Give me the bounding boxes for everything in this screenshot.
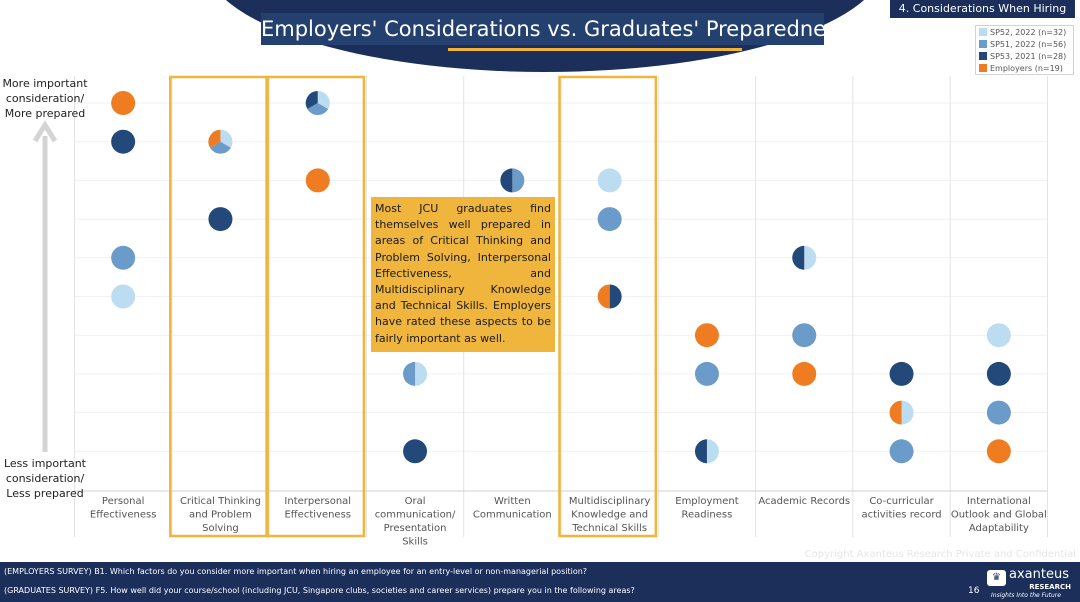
point-sp51-slice (307, 103, 329, 115)
point-sp52 (111, 284, 136, 309)
copyright-notice: Copyright Axanteus Research Private and … (804, 549, 1076, 560)
highlight-box (558, 75, 658, 538)
page-title: Employers' Considerations vs. Graduates'… (261, 13, 848, 45)
category-label: Interpersonal Effectiveness (284, 496, 351, 521)
point-employers (986, 439, 1011, 464)
category-label: International Outlook and Global Adaptabil… (951, 496, 1047, 534)
legend-item-sp53: SP53, 2021 (n=28) (979, 51, 1066, 63)
y-axis-bottom-label: Less important consideration/ Less prepa… (3, 457, 86, 500)
point-sp52-slice (220, 129, 233, 148)
footer-employers-question: (EMPLOYERS SURVEY) B1. Which factors do … (4, 567, 588, 576)
category-label: Written Communication (473, 496, 552, 521)
point-employers (305, 168, 330, 193)
point-sp51 (889, 439, 914, 464)
lion-logo-icon: ♛ (987, 570, 1006, 586)
point-sp52 (986, 323, 1011, 348)
point-sp53 (889, 361, 914, 386)
category-label: Employment Readiness (675, 496, 738, 521)
category-label: Personal Effectiveness (90, 496, 157, 521)
point-employers-slice (889, 400, 902, 425)
point-employers (694, 323, 719, 348)
brand-subtitle: RESEARCH (1029, 583, 1071, 591)
annotation-callout: Most JCU graduates find themselves well … (371, 197, 555, 352)
point-sp53-slice (609, 284, 622, 309)
page-number: 16 (968, 586, 980, 596)
legend-label-sp51: SP51, 2022 (n=56) (990, 40, 1067, 49)
brand-tagline: Insights Into the Future (991, 592, 1061, 599)
point-sp51 (792, 323, 817, 348)
point-sp53-slice (305, 91, 318, 109)
category-label: Co-curricular activities record (861, 496, 941, 521)
point-sp53 (111, 129, 136, 154)
category-label: Multidisciplinary Knowledge and Technical … (569, 496, 651, 534)
legend-label-employers: Employers (n=19) (990, 64, 1063, 73)
footer-bar: (EMPLOYERS SURVEY) B1. Which factors do … (0, 562, 1080, 602)
point-sp53 (208, 207, 233, 232)
legend-swatch-sp53 (979, 52, 987, 60)
legend-label-sp53: SP53, 2021 (n=28) (990, 52, 1067, 61)
point-sp53-slice (500, 168, 513, 193)
point-sp51-slice (512, 168, 525, 193)
point-employers (111, 91, 136, 115)
legend-swatch-employers (979, 64, 987, 72)
y-axis-top-label: More important consideration/ More prepa… (2, 77, 88, 120)
highlight-box (266, 75, 366, 538)
legend-item-sp52: SP52, 2022 (n=32) (979, 27, 1066, 39)
category-label: Oral communication/Presentation Skills (375, 496, 456, 548)
point-sp51 (597, 207, 622, 232)
point-sp53 (403, 439, 428, 464)
point-sp52-slice (804, 245, 817, 270)
legend-item-employers: Employers (n=19) (979, 63, 1063, 75)
legend-item-sp51: SP51, 2022 (n=56) (979, 39, 1066, 51)
point-sp52-slice (706, 439, 719, 464)
point-employers (792, 361, 817, 386)
chart-legend: SP52, 2022 (n=32) SP51, 2022 (n=56) SP53… (975, 25, 1074, 75)
y-axis-arrow-head (32, 120, 58, 143)
footer-graduates-question: (GRADUATES SURVEY) F5. How well did your… (4, 586, 635, 595)
category-label: Critical Thinking and Problem Solving (180, 496, 261, 534)
legend-label-sp52: SP52, 2022 (n=32) (990, 28, 1067, 37)
point-sp53 (986, 361, 1011, 386)
point-sp52-slice (317, 91, 330, 109)
point-employers-slice (597, 284, 610, 309)
point-sp51 (986, 400, 1011, 425)
legend-swatch-sp52 (979, 28, 987, 36)
point-sp52-slice (901, 400, 914, 425)
section-tab: 4. Considerations When Hiring (890, 0, 1075, 18)
point-sp51-slice (403, 361, 416, 386)
brand-logo: ♛ axanteus RESEARCH Insights Into the Fu… (987, 567, 1077, 600)
point-sp51 (111, 245, 136, 270)
category-label: Academic Records (758, 496, 850, 507)
point-sp52-slice (415, 361, 428, 386)
title-underline (448, 48, 742, 51)
point-sp51 (694, 361, 719, 386)
legend-swatch-sp51 (979, 40, 987, 48)
point-employers-slice (208, 129, 221, 148)
brand-name: axanteus (1009, 567, 1069, 582)
point-sp53-slice (694, 439, 707, 464)
point-sp53-slice (792, 245, 805, 270)
point-sp52 (597, 168, 622, 193)
